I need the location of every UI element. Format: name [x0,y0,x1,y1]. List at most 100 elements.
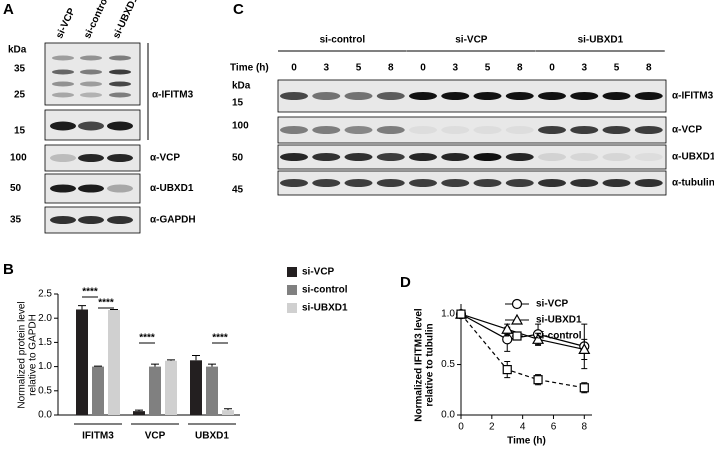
blot-band [280,179,308,187]
blot-band [107,121,133,131]
marker [502,334,513,345]
x-axis-label: Time (h) [507,436,546,447]
marker [502,364,512,375]
legend-swatch [287,303,297,313]
blot-band [505,179,534,187]
time-label: 3 [323,63,329,74]
blot-band [441,153,470,161]
blot-band [52,69,74,75]
legend-label: si-VCP [536,299,569,310]
mw-marker: 100 [232,121,249,132]
blot-band [344,179,373,187]
marker [501,322,514,334]
time-label: 3 [581,63,587,74]
bar [76,309,88,415]
blot-band [280,153,308,161]
blot-band [50,184,76,193]
mw-marker: 50 [232,153,244,164]
legend-label: si-UBXD1 [302,303,348,314]
blot-band [570,126,599,134]
time-label: 3 [452,63,458,74]
blot-band [634,179,663,187]
blot-band [538,126,566,134]
blot-band [441,92,470,100]
blot-box [277,170,667,196]
y-tick-label: 1.0 [441,309,455,320]
bar [92,366,104,415]
legend-label: si-UBXD1 [536,315,582,326]
marker [456,309,466,319]
panel-label: D [400,274,411,291]
x-tick-label: 0 [458,422,464,433]
time-label: 8 [646,63,652,74]
y-tick-label: 1.0 [38,361,52,372]
blot-band [78,154,104,162]
blot-band [473,126,502,134]
marker [579,383,589,393]
legend-swatch [287,267,297,277]
x-tick-label: 8 [582,422,588,433]
blot-band [409,92,437,100]
series-line [460,313,585,389]
time-label: 0 [549,63,555,74]
blot-band [109,55,131,61]
blot-band [505,153,534,161]
blot-band [80,55,102,61]
blot-band [109,81,131,87]
x-tick-label: 2 [489,422,495,433]
blot-band [376,179,405,187]
mw-marker: 35 [14,64,26,75]
significance-label: **** [82,287,98,298]
blot-band [78,184,104,193]
y-axis-label: Normalized IFITM3 level [414,308,425,422]
legend-marker [511,298,523,310]
blot-band [80,92,102,98]
blot-band [602,126,631,134]
mw-marker: 15 [14,126,26,137]
blot-band [473,153,502,161]
blot-band [280,126,308,134]
time-label: 8 [517,63,523,74]
blot-band [107,216,133,224]
blot-band [50,121,76,131]
legend-label: si-control [536,331,582,342]
x-tick-label: UBXD1 [195,431,229,442]
y-axis-label: relative to GAPDH [28,314,39,396]
bar [222,410,234,415]
bar [149,366,161,415]
time-axis-label: Time (h) [230,63,269,74]
marker [578,343,591,355]
x-tick-label: 6 [551,422,557,433]
blot-band [538,153,566,161]
blot-band [344,126,373,134]
blot-band [344,153,373,161]
group-label: si-VCP [455,35,488,46]
time-label: 0 [420,63,426,74]
blot-band [52,55,74,61]
time-label: 5 [614,63,620,74]
antibody-label: α-VCP [672,125,702,136]
y-tick-label: 2.0 [38,313,52,324]
blot-band [376,153,405,161]
blot-band [312,153,341,161]
bar [206,366,218,415]
blot-band [505,126,534,134]
blot-band [634,126,663,134]
x-tick-label: 4 [520,422,526,433]
blot-band [107,184,133,193]
blot-band [570,92,599,100]
blot-box [277,79,667,113]
blot-band [109,69,131,75]
blot-band [376,92,405,100]
blot-band [107,154,133,162]
antibody-label: α-UBXD1 [150,183,194,194]
y-tick-label: 0.0 [38,410,52,421]
blot-band [52,92,74,98]
blot-band [473,92,502,100]
blot-band [538,92,566,100]
time-label: 5 [485,63,491,74]
x-tick-label: IFITM3 [82,431,114,442]
legend-label: si-VCP [302,267,335,278]
blot-box [277,144,667,170]
blot-band [570,153,599,161]
